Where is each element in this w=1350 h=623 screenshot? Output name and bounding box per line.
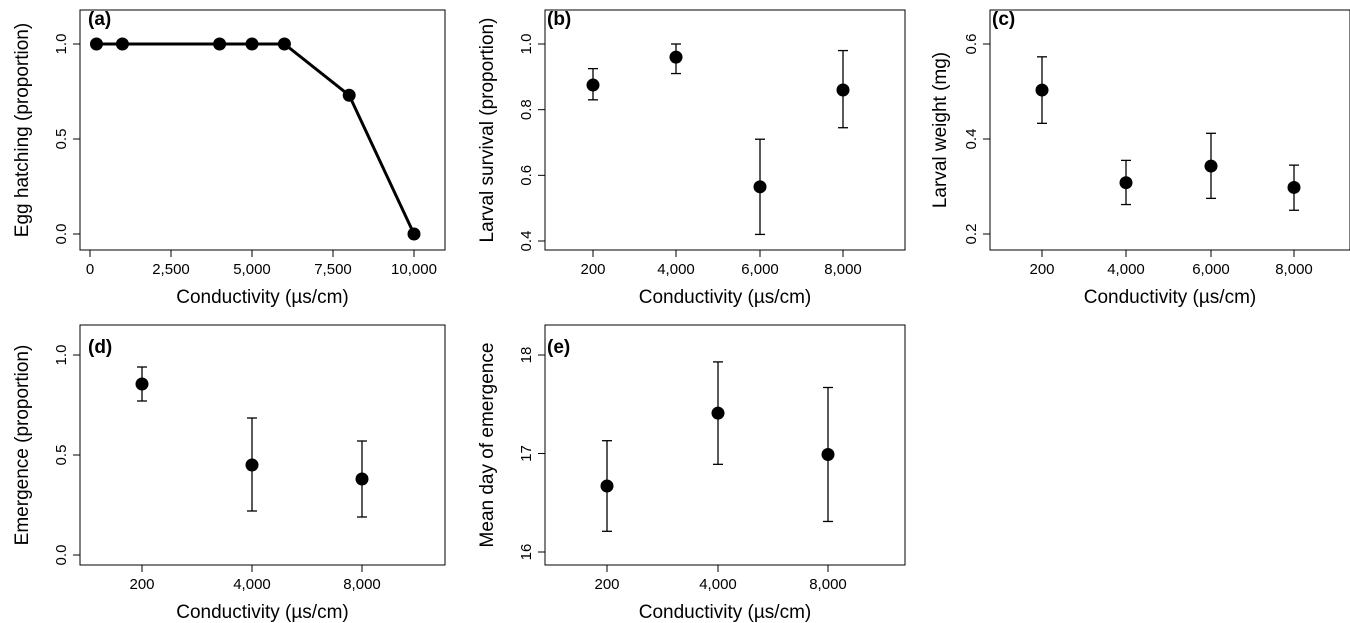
plot-frame-c (989, 9, 1350, 251)
y-tick-label-b: 1.0 (518, 34, 535, 55)
data-point-e (711, 406, 725, 420)
y-tick-label-d: 0.5 (53, 445, 70, 466)
data-point-a (89, 37, 103, 51)
y-tick-label-c: 0.6 (963, 34, 980, 55)
x-tick-label-a: 0 (86, 261, 94, 278)
plot-frame-b (544, 9, 906, 251)
data-point-e (600, 479, 614, 493)
data-point-e (821, 447, 835, 461)
y-tick-label-b: 0.4 (518, 231, 535, 252)
x-tick-label-d: 200 (129, 576, 154, 593)
x-tick-label-d: 4,000 (233, 576, 271, 593)
data-point-c (1287, 180, 1301, 194)
y-tick-label-d: 1.0 (53, 345, 70, 366)
panel-label-b: (b) (547, 9, 571, 30)
x-tick-label-e: 200 (594, 576, 619, 593)
x-tick-label-c: 200 (1029, 261, 1054, 278)
x-tick-label-a: 2,500 (152, 261, 190, 278)
y-tick-label-b: 0.6 (518, 165, 535, 186)
x-tick-label-c: 6,000 (1192, 261, 1230, 278)
x-tick-label-c: 4,000 (1107, 261, 1145, 278)
x-tick-label-d: 8,000 (343, 576, 381, 593)
x-axis-title-c: Conductivity (µs/cm) (1084, 287, 1256, 308)
y-tick-label-e: 18 (518, 347, 535, 364)
y-tick-label-e: 17 (518, 445, 535, 462)
x-tick-label-b: 200 (580, 261, 605, 278)
series-line-a (96, 42, 416, 235)
y-axis-title-b: Larval survival (proportion) (477, 18, 498, 243)
x-tick-label-c: 8,000 (1275, 261, 1313, 278)
y-tick-label-b: 0.8 (518, 99, 535, 120)
x-tick-label-b: 8,000 (824, 261, 862, 278)
y-tick-label-e: 16 (518, 544, 535, 561)
y-tick-label-c: 0.4 (963, 129, 980, 150)
panel-c: 200 4,000 6,000 8,000 0.2 0.4 0.6 Conductivity … (930, 9, 1350, 308)
x-tick-label-a: 10,000 (391, 261, 437, 278)
data-point-a (407, 227, 421, 241)
panel-e: 200 4,000 8,000 16 17 18 Conductivity (µs/cm) M… (477, 324, 906, 623)
y-tick-label-d: 0.0 (53, 545, 70, 566)
data-point-d (355, 472, 369, 486)
data-point-c (1204, 159, 1218, 173)
y-tick-label-a: 0.5 (53, 129, 70, 150)
y-axis-title-e: Mean day of emergence (477, 343, 498, 548)
data-point-c (1119, 176, 1133, 190)
y-axis-title-d: Emergence (proportion) (12, 345, 33, 546)
panel-label-e: (e) (547, 337, 570, 358)
data-point-a (213, 37, 227, 51)
x-tick-label-a: 5,000 (233, 261, 271, 278)
data-point-b (836, 83, 850, 97)
y-tick-label-a: 0.0 (53, 224, 70, 245)
panel-label-a: (a) (88, 9, 111, 30)
x-axis-title-d: Conductivity (µs/cm) (176, 602, 348, 623)
y-tick-label-c: 0.2 (963, 224, 980, 245)
panel-label-d: (d) (88, 337, 112, 358)
panel-a: 0 2,500 5,000 7,500 10,000 0.0 0.5 1.0 Conductiv… (12, 9, 446, 308)
plot-frame-a (79, 9, 446, 251)
y-axis-title-c: Larval weight (mg) (930, 52, 951, 208)
y-axis-title-a: Egg hatching (proportion) (12, 23, 33, 237)
panel-d: 200 4,000 8,000 0.0 0.5 1.0 Conductivity (µs/c… (12, 324, 446, 623)
data-point-b (669, 50, 683, 64)
x-axis-title-b: Conductivity (µs/cm) (639, 287, 811, 308)
x-tick-label-b: 4,000 (657, 261, 695, 278)
data-point-b (753, 180, 767, 194)
data-point-a (277, 37, 291, 51)
data-point-c (1035, 83, 1049, 97)
plot-frame-e (544, 324, 906, 566)
x-tick-label-e: 8,000 (809, 576, 847, 593)
data-point-b (586, 78, 600, 92)
panel-label-c: (c) (992, 9, 1015, 30)
data-point-a (245, 37, 259, 51)
panel-b: 200 4,000 6,000 8,000 0.4 0.6 0.8 1.0 Conductivi… (477, 9, 906, 308)
x-axis-title-e: Conductivity (µs/cm) (639, 602, 811, 623)
data-point-a (115, 37, 129, 51)
x-tick-label-e: 4,000 (699, 576, 737, 593)
data-point-d (135, 377, 149, 391)
data-point-a (342, 88, 356, 102)
y-tick-label-a: 1.0 (53, 34, 70, 55)
plot-frame-d (79, 324, 446, 566)
data-point-d (245, 458, 259, 472)
x-axis-title-a: Conductivity (µs/cm) (176, 287, 348, 308)
x-tick-label-b: 6,000 (741, 261, 779, 278)
x-tick-label-a: 7,500 (314, 261, 352, 278)
